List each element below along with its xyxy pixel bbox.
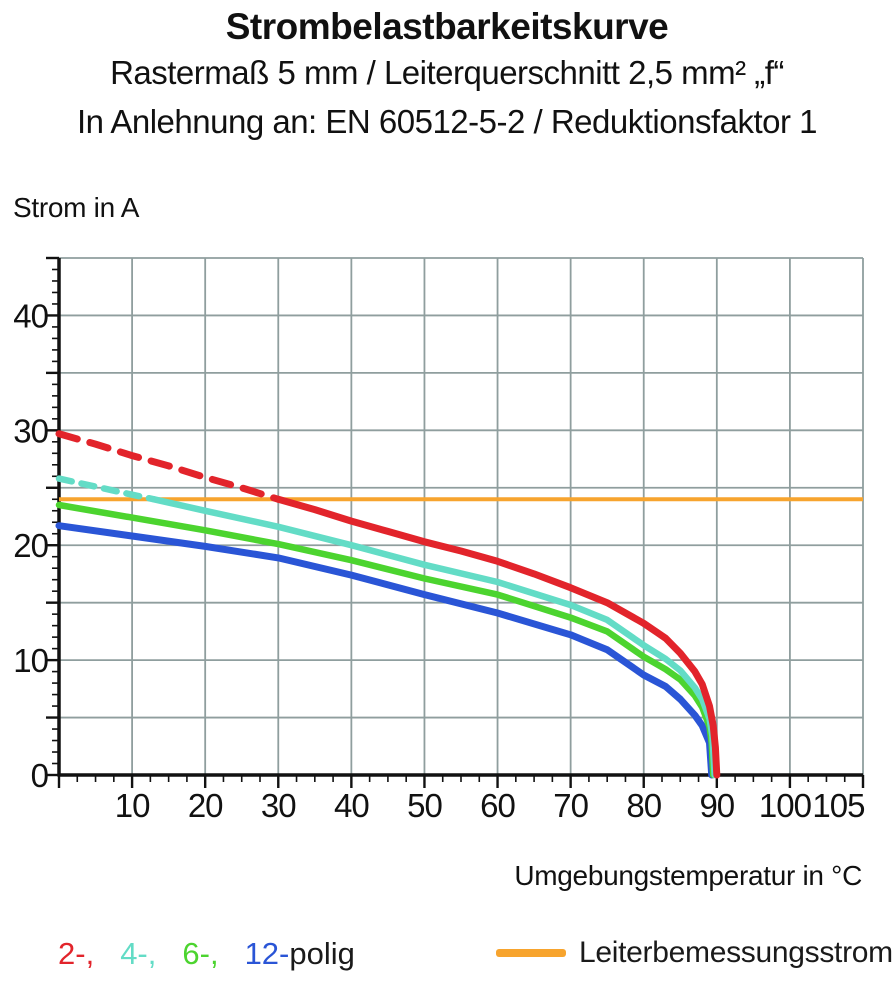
tick-label-layer: 10 20 30 40 50 60 70 80 90 100 105 0 10 20 30 40 <box>13 297 865 824</box>
legend-12polig: 12- <box>244 936 290 971</box>
chart-subtitle-1: Rastermaß 5 mm / Leiterquerschnitt 2,5 m… <box>110 54 784 91</box>
x-tick-label: 60 <box>480 787 515 824</box>
tick-layer <box>46 256 865 788</box>
legend-6polig: 6-, <box>182 936 219 971</box>
axes-layer <box>57 258 863 777</box>
y-tick-label: 10 <box>13 642 48 679</box>
y-tick-label: 30 <box>13 412 48 449</box>
y-tick-label: 40 <box>13 297 48 334</box>
x-tick-label: 70 <box>553 787 588 824</box>
reference-legend: Leiterbemessungsstrom <box>496 936 893 970</box>
x-tick-label: 30 <box>261 787 296 824</box>
x-axis-label: Umgebungstemperatur in °C <box>514 860 862 891</box>
series-2-polig <box>55 430 721 779</box>
reference-line-swatch <box>496 949 566 957</box>
y-axis-label: Strom in A <box>13 192 140 223</box>
series-12-polig <box>55 522 716 779</box>
x-tick-label: 80 <box>626 787 661 824</box>
legend-polig-suffix: polig <box>289 936 355 971</box>
x-tick-label: 10 <box>115 787 150 824</box>
x-tick-label: 40 <box>334 787 369 824</box>
x-tick-label: 50 <box>407 787 442 824</box>
y-tick-label: 0 <box>31 757 49 794</box>
reference-line-label: Leiterbemessungsstrom <box>579 936 893 969</box>
legend-12polig-group: 12- polig <box>245 936 355 972</box>
series-4-polig <box>55 475 718 779</box>
legend-2polig: 2-, <box>58 936 95 971</box>
y-tick-label: 20 <box>13 527 48 564</box>
x-tick-label: 90 <box>699 787 734 824</box>
x-tick-label: 20 <box>188 787 223 824</box>
chart-title: Strombelastbarkeitskurve <box>225 6 669 47</box>
poles-legend: 2-, 4-, 6-, 12- polig <box>58 936 355 972</box>
grid-layer <box>59 257 864 775</box>
x-tick-label: 100 <box>759 787 812 824</box>
legend-4polig: 4-, <box>120 936 157 971</box>
chart-subtitle-2: In Anlehnung an: EN 60512-5-2 / Reduktio… <box>76 103 818 140</box>
x-tick-label: 105 <box>812 787 864 824</box>
